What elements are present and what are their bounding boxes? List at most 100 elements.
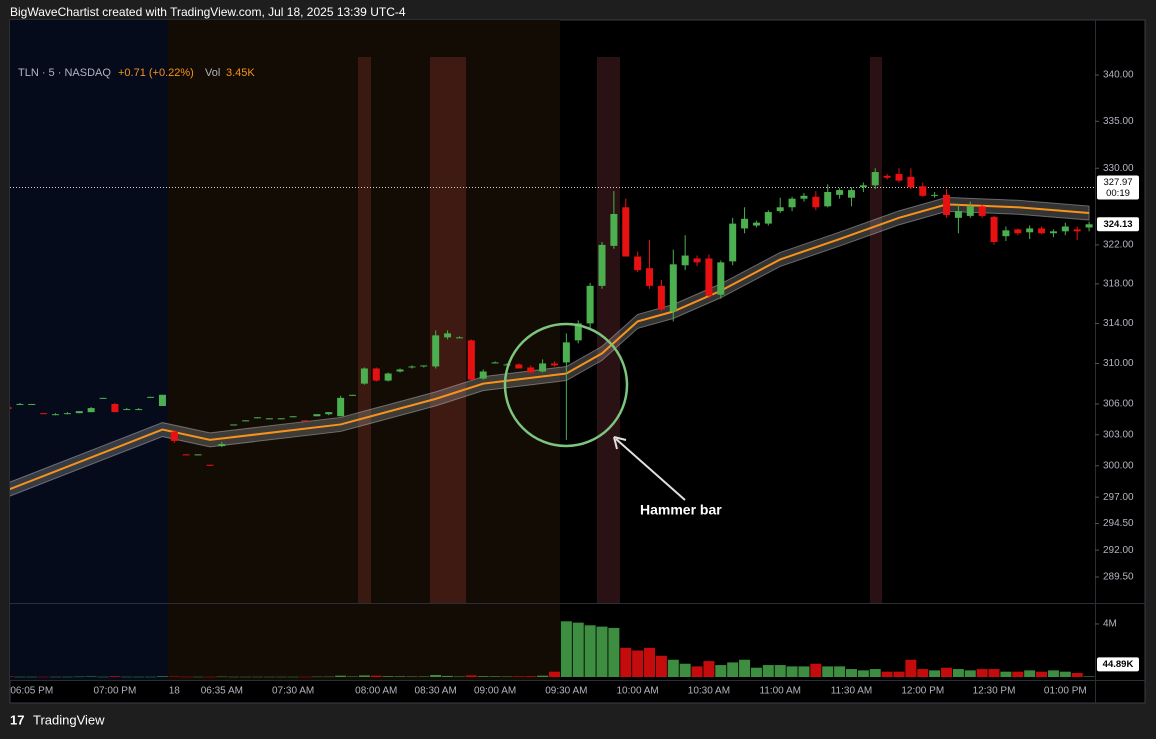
- candle-body: [598, 244, 606, 286]
- volume-bar: [133, 676, 145, 678]
- x-tick-label: 09:00 AM: [474, 686, 516, 697]
- volume-bar: [941, 667, 953, 677]
- candle-body: [372, 368, 380, 381]
- candle-body: [741, 218, 749, 229]
- volume-bar: [335, 675, 347, 677]
- volume-bar: [418, 676, 430, 677]
- candle-body: [657, 285, 665, 310]
- volume-bar: [180, 676, 192, 678]
- arrow-shaft: [615, 438, 686, 501]
- candle-body: [788, 198, 796, 208]
- volume-bar: [311, 676, 323, 678]
- marker-price-box: [1097, 175, 1139, 200]
- candle-body: [776, 207, 784, 212]
- candle-body: [111, 403, 119, 413]
- last-volume-label-box: [1097, 657, 1139, 672]
- candle-body: [242, 420, 250, 422]
- candle-body: [301, 420, 309, 422]
- volume-bar: [525, 676, 537, 677]
- candle-body: [384, 373, 392, 381]
- volume-bar: [358, 675, 370, 677]
- candle-body: [646, 268, 654, 286]
- session-prev: [10, 20, 168, 680]
- volume-bar: [204, 676, 216, 678]
- volume-bar: [275, 676, 287, 678]
- volume-bar: [1024, 670, 1036, 677]
- candle-body: [503, 364, 511, 366]
- candle-body: [230, 424, 238, 426]
- candle-body: [123, 409, 131, 411]
- x-tick-label: 11:00 AM: [759, 686, 801, 697]
- candle-body: [253, 417, 261, 419]
- footer-logo: 17: [10, 712, 24, 727]
- highlight: [870, 57, 882, 603]
- volume-bar: [73, 676, 85, 678]
- candle-body: [990, 216, 998, 242]
- volume-bar: [370, 675, 382, 677]
- volume-bar: [715, 665, 727, 677]
- volume-bar: [453, 676, 465, 677]
- candle-body: [705, 258, 713, 296]
- x-tick-label: 07:00 PM: [94, 686, 137, 697]
- x-tick-label: 01:00 PM: [1044, 686, 1087, 697]
- volume-bar: [810, 663, 822, 677]
- candle-body: [170, 431, 178, 441]
- hammer-annotation: Hammer bar: [503, 322, 722, 518]
- candle-body: [147, 396, 155, 398]
- volume-bar: [406, 676, 418, 677]
- legend: TLN · 5 · NASDAQ +0.71 (+0.22%) Vol 3.45…: [18, 67, 255, 79]
- candle-body: [895, 173, 903, 181]
- volume-bar: [786, 666, 798, 677]
- candle-body: [206, 464, 214, 466]
- volume-bar: [798, 666, 810, 677]
- volume-bar: [168, 676, 180, 677]
- candle-body: [277, 418, 285, 420]
- last-price-label-box: [1097, 217, 1139, 232]
- volume-bar: [857, 670, 869, 677]
- volume-bar: [572, 622, 584, 677]
- candle-body: [729, 223, 737, 262]
- y-tick-label: 289.50: [1103, 572, 1134, 583]
- highlight: [597, 57, 620, 603]
- candle-body: [883, 175, 891, 178]
- volume-bar: [442, 675, 454, 677]
- candle-body: [622, 207, 630, 257]
- volume-bar: [917, 669, 929, 677]
- y-tick-label: 318.00: [1103, 279, 1134, 290]
- volume-bar: [192, 676, 204, 678]
- volume-bar: [287, 676, 299, 678]
- candle-body: [396, 369, 404, 372]
- volume-bar: [1036, 671, 1048, 677]
- candle-body: [432, 335, 440, 367]
- candle-body: [182, 454, 190, 456]
- x-tick-label: 12:00 PM: [901, 686, 944, 697]
- volume-bar: [822, 666, 834, 677]
- x-tick-label: 12:30 PM: [973, 686, 1016, 697]
- volume-bar: [739, 659, 751, 677]
- x-tick-label: 11:30 AM: [831, 686, 873, 697]
- volume-bar: [477, 676, 489, 677]
- volume-bar: [881, 671, 893, 677]
- candle-body: [337, 397, 345, 417]
- candle-body: [634, 256, 642, 271]
- y-tick-label: 330.00: [1103, 163, 1134, 174]
- candle-body: [919, 186, 927, 196]
- volume-bar: [1071, 673, 1083, 677]
- candle-body: [52, 414, 60, 416]
- last-volume-label: 44.89K: [1103, 659, 1134, 670]
- volume-layer: [10, 621, 1095, 678]
- candle-body: [717, 262, 725, 295]
- candle-body: [420, 365, 428, 367]
- volume-bar: [596, 626, 608, 677]
- volume-bar: [299, 676, 311, 678]
- candle-body: [859, 185, 867, 188]
- highlight: [430, 57, 466, 603]
- volume-bar: [774, 665, 786, 677]
- candle-body: [87, 408, 95, 413]
- y-tick-label: 335.00: [1103, 116, 1134, 127]
- legend-symbol: TLN · 5 · NASDAQ: [18, 67, 111, 79]
- candle-body: [158, 394, 166, 407]
- candle-body: [515, 364, 523, 369]
- footer-text: TradingView: [33, 712, 105, 727]
